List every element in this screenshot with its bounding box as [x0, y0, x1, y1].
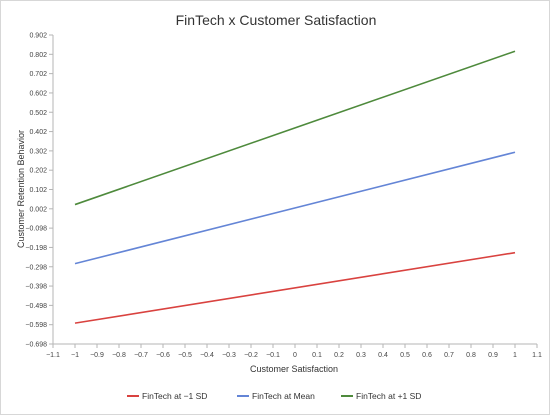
x-tick-label: 0.8 — [466, 352, 476, 359]
y-ticks: −0.698 −0.598 −0.498 −0.398 −0.298 −0.198 −0.0… — [25, 33, 53, 349]
y-tick-label: 0.802 — [29, 52, 47, 59]
series-line-3 — [74, 50, 516, 206]
y-tick-label: −0.298 — [25, 264, 47, 271]
x-tick-label: 0.7 — [444, 352, 454, 359]
x-tick-label: 0.4 — [378, 352, 388, 359]
y-tick-label: 0.002 — [29, 206, 47, 213]
x-tick-label: 0.3 — [356, 352, 366, 359]
x-tick-label: −0.6 — [156, 352, 170, 359]
y-tick-label: −0.098 — [25, 226, 47, 233]
x-axis-title: Customer Satisfaction — [250, 364, 338, 374]
x-tick-label: 0 — [293, 352, 297, 359]
y-tick-label: −0.498 — [25, 303, 47, 310]
legend-label-1: FinTech at −1 SD — [142, 391, 207, 401]
y-axis-title: Customer Retention Behavior — [16, 130, 26, 248]
x-tick-label: −0.7 — [134, 352, 148, 359]
series-line-2 — [74, 151, 516, 265]
chart-title: FinTech x Customer Satisfaction — [176, 12, 377, 28]
x-tick-label: 1 — [513, 352, 517, 359]
y-tick-label: 0.702 — [29, 71, 47, 78]
x-tick-label: −0.8 — [112, 352, 126, 359]
x-tick-label: −0.4 — [200, 352, 214, 359]
x-tick-label: 0.6 — [422, 352, 432, 359]
y-tick-label: −0.698 — [25, 342, 47, 349]
x-tick-label: −0.3 — [222, 352, 236, 359]
y-tick-label: 0.602 — [29, 90, 47, 97]
x-tick-label: 1.1 — [532, 352, 542, 359]
y-tick-label: 0.202 — [29, 168, 47, 175]
legend: FinTech at −1 SD FinTech at Mean FinTech a… — [127, 391, 421, 401]
x-tick-label: 0.9 — [488, 352, 498, 359]
legend-label-3: FinTech at +1 SD — [356, 391, 421, 401]
y-tick-label: −0.398 — [25, 284, 47, 291]
x-tick-label: −1 — [71, 352, 79, 359]
y-tick-label: 0.102 — [29, 187, 47, 194]
x-tick-label: −1.1 — [46, 352, 60, 359]
y-tick-label: −0.198 — [25, 245, 47, 252]
x-tick-label: 0.1 — [312, 352, 322, 359]
x-tick-label: −0.1 — [266, 352, 280, 359]
x-tick-label: −0.5 — [178, 352, 192, 359]
x-ticks: −1.1 −1 −0.9 −0.8 −0.7 −0.6 −0.5 −0.4 −0.3 −0.2 −0… — [46, 344, 542, 359]
y-tick-label: 0.302 — [29, 148, 47, 155]
y-tick-label: 0.902 — [29, 33, 47, 40]
legend-label-2: FinTech at Mean — [252, 391, 315, 401]
x-tick-label: 0.2 — [334, 352, 344, 359]
y-tick-label: 0.402 — [29, 129, 47, 136]
x-tick-label: −0.2 — [244, 352, 258, 359]
y-tick-label: −0.598 — [25, 322, 47, 329]
series-lines — [74, 50, 516, 324]
x-tick-label: 0.5 — [400, 352, 410, 359]
series-line-1 — [74, 251, 516, 324]
y-tick-label: 0.502 — [29, 110, 47, 117]
x-tick-label: −0.9 — [90, 352, 104, 359]
